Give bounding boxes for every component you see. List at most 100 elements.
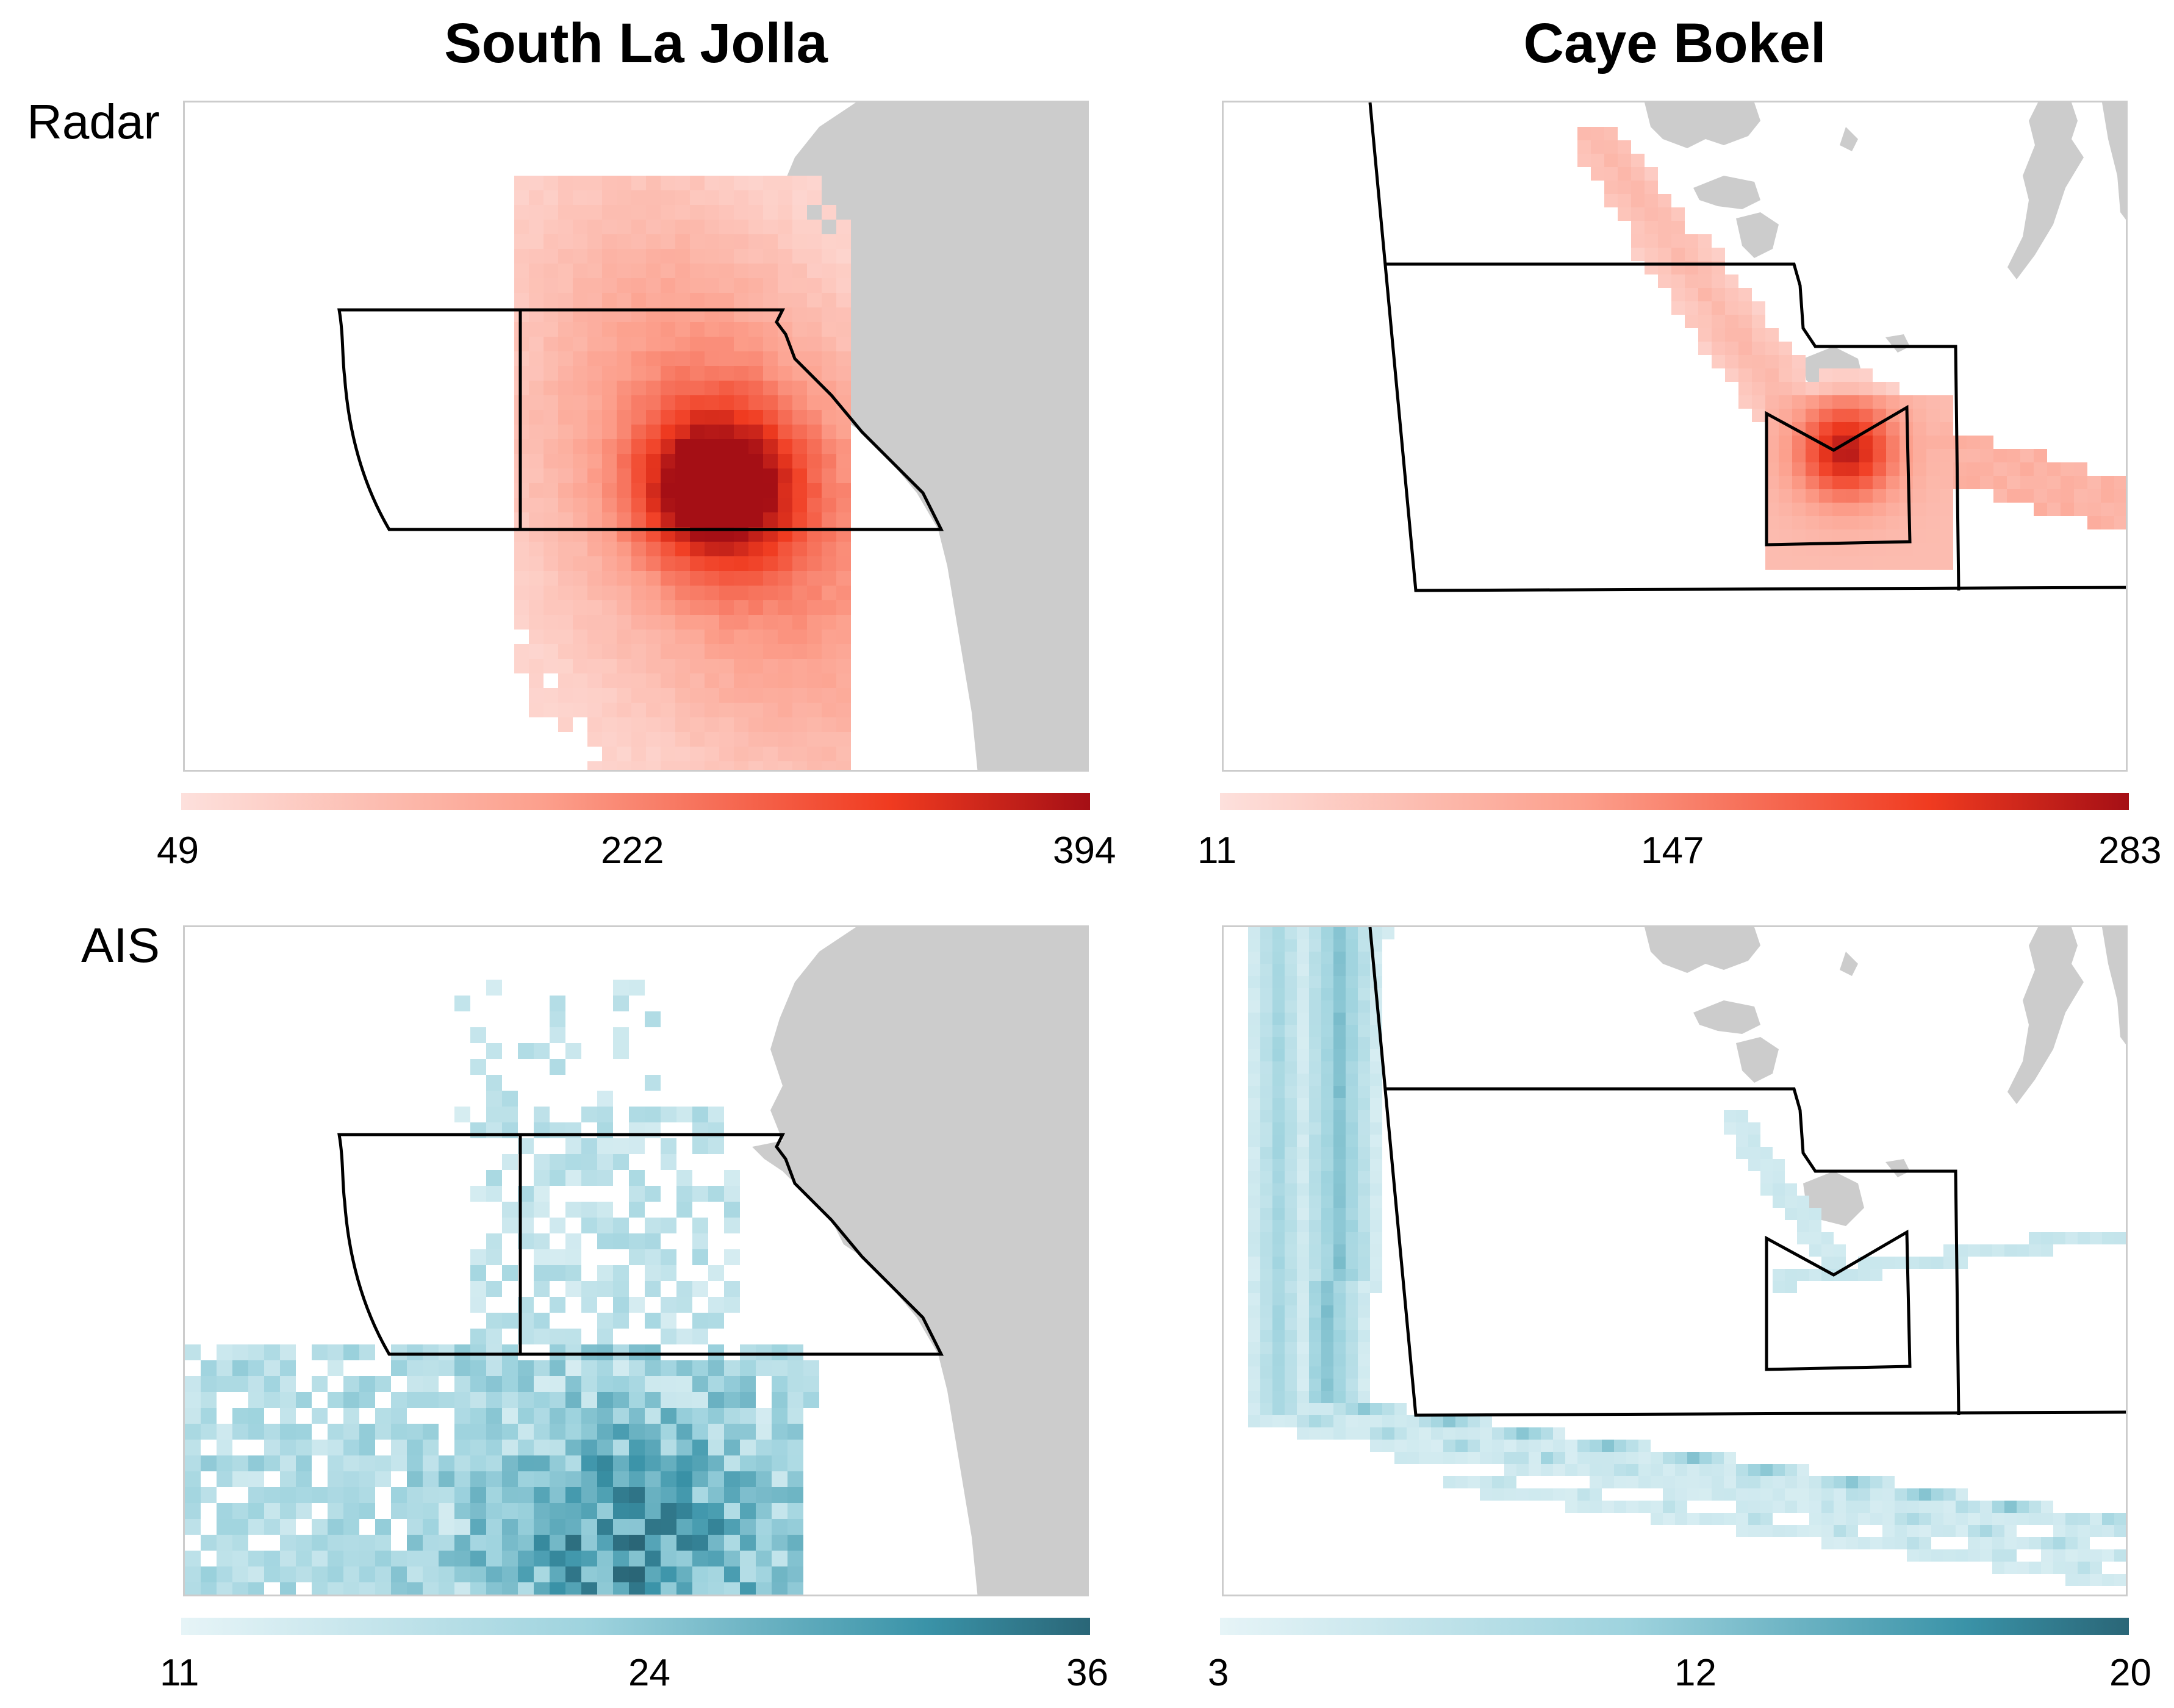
heatmap-cell <box>675 732 690 747</box>
heatmap-cell <box>1358 1135 1370 1147</box>
heatmap-cell <box>544 190 558 205</box>
heatmap-cell <box>550 1344 565 1360</box>
heatmap-cell <box>573 190 587 205</box>
panel-caye-bokel-ais <box>1222 925 2128 1596</box>
heatmap-cell <box>518 1535 534 1551</box>
heatmap-cell <box>296 1535 312 1551</box>
heatmap-cell <box>1431 1415 1443 1427</box>
heatmap-cell <box>217 1344 232 1360</box>
heatmap-cell <box>613 1487 629 1503</box>
heatmap-cell <box>719 190 734 205</box>
heatmap-cell <box>1285 1403 1297 1415</box>
heatmap-cell <box>1631 154 1645 167</box>
heatmap-cell <box>1738 382 1752 395</box>
heatmap-cell <box>1859 503 1873 516</box>
heatmap-cell <box>629 1440 645 1455</box>
heatmap-cell <box>2047 503 2061 516</box>
heatmap-cell <box>1272 1000 1285 1013</box>
heatmap-cell <box>629 980 645 996</box>
heatmap-cell <box>587 439 602 454</box>
heatmap-cell <box>1370 1061 1382 1074</box>
heatmap-cell <box>778 615 792 630</box>
heatmap-cell <box>470 1424 486 1440</box>
heatmap-cell <box>629 1566 645 1582</box>
heatmap-cell <box>1309 939 1321 952</box>
heatmap-cell <box>1687 1452 1699 1464</box>
heatmap-cell <box>1968 1537 1980 1549</box>
heatmap-cell <box>778 498 792 512</box>
heatmap-cell <box>1943 1488 1956 1501</box>
heatmap-cell <box>1712 355 1725 368</box>
heatmap-cell <box>822 512 836 527</box>
heatmap-cell <box>1309 1281 1321 1293</box>
heatmap-cell <box>740 1519 756 1535</box>
heatmap-cell <box>792 454 807 468</box>
column-title-south-la-jolla: South La Jolla <box>444 12 828 74</box>
heatmap-cell <box>629 1424 645 1440</box>
heatmap-cell <box>692 1329 708 1344</box>
heatmap-cell <box>822 747 836 761</box>
heatmap-cell <box>646 293 661 307</box>
heatmap-cell <box>529 190 544 205</box>
heatmap-cell <box>1358 1232 1370 1244</box>
heatmap-cell <box>1346 952 1358 964</box>
heatmap-cell <box>1926 436 1940 449</box>
heatmap-cell <box>375 1566 391 1582</box>
heatmap-cell <box>1370 1415 1382 1427</box>
heatmap-cell <box>719 351 734 366</box>
heatmap-cell <box>1321 1086 1333 1098</box>
heatmap-cell <box>602 337 617 351</box>
heatmap-cell <box>1285 964 1297 976</box>
land-area <box>1840 952 1858 976</box>
heatmap-cell <box>597 1107 613 1122</box>
heatmap-cell <box>792 381 807 395</box>
heatmap-cell <box>1604 167 1618 181</box>
heatmap-cell <box>661 220 675 234</box>
heatmap-cell <box>792 688 807 703</box>
heatmap-cell <box>1806 529 1819 543</box>
heatmap-cell <box>792 468 807 483</box>
heatmap-cell <box>328 1360 343 1376</box>
heatmap-cell <box>185 1582 201 1595</box>
heatmap-cell <box>631 249 646 264</box>
heatmap-cell <box>470 1376 486 1392</box>
heatmap-cell <box>529 351 544 366</box>
heatmap-cell <box>629 1487 645 1503</box>
heatmap-cell <box>486 1376 502 1392</box>
land-area <box>1736 212 1779 258</box>
heatmap-cell <box>1321 1354 1333 1366</box>
heatmap-cell <box>1907 1525 1919 1537</box>
heatmap-cell <box>343 1487 359 1503</box>
heatmap-cell <box>1346 1342 1358 1354</box>
heatmap-cell <box>1370 1403 1382 1415</box>
heatmap-cell <box>1370 1098 1382 1110</box>
heatmap-cell <box>646 747 661 761</box>
heatmap-cell <box>748 439 763 454</box>
heatmap-cell <box>1333 1171 1346 1183</box>
heatmap-cell <box>558 278 573 293</box>
heatmap-cell <box>1752 368 1765 382</box>
heatmap-cell <box>486 1043 502 1059</box>
heatmap-cell <box>836 688 851 703</box>
heatmap-cell <box>573 425 587 439</box>
heatmap-cell <box>217 1582 232 1595</box>
heatmap-cell <box>690 381 705 395</box>
heatmap-cell <box>705 439 719 454</box>
zone-outline <box>337 1133 944 1356</box>
heatmap-cell <box>807 512 822 527</box>
heatmap-cell <box>1248 1403 1260 1415</box>
heatmap-cell <box>690 600 705 615</box>
heatmap-cell <box>1926 516 1940 529</box>
heatmap-cell <box>1346 1318 1358 1330</box>
heatmap-cell <box>1260 1110 1272 1122</box>
heatmap-cell <box>778 556 792 571</box>
heatmap-cell <box>602 205 617 220</box>
heatmap-cell <box>645 1011 661 1027</box>
heatmap-cell <box>645 1519 661 1535</box>
heatmap-cell <box>1333 1244 1346 1257</box>
heatmap-cell <box>328 1424 343 1440</box>
heatmap-cell <box>1591 167 1604 181</box>
heatmap-cell <box>675 249 690 264</box>
heatmap-cell <box>1834 1476 1846 1488</box>
heatmap-cell <box>724 1186 740 1202</box>
